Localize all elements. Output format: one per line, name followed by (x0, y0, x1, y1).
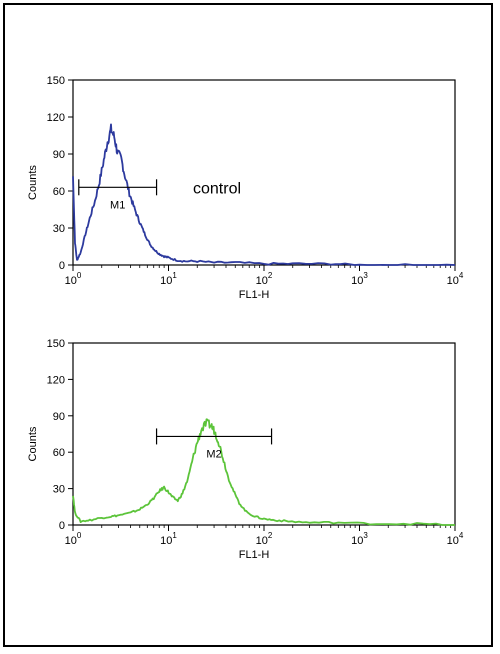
y-tick-label: 30 (53, 484, 65, 496)
histogram-series-1 (72, 123, 456, 266)
y-tick-label: 120 (47, 112, 65, 124)
gate-label: M1 (110, 199, 125, 211)
y-tick-label: 60 (53, 186, 65, 198)
plot-area (72, 342, 456, 526)
y-axis-label: Counts (27, 165, 39, 200)
y-tick-label: 30 (53, 223, 65, 235)
y-tick-label: 150 (47, 338, 65, 350)
x-axis-label: FL1-H (239, 549, 270, 561)
x-tick-label: 103 (351, 531, 368, 547)
y-tick-label: 90 (53, 411, 65, 423)
y-tick-label: 0 (59, 260, 65, 272)
y-tick-label: 60 (53, 447, 65, 459)
x-tick-label: 101 (160, 531, 177, 547)
histogram-panel-1: 0 30 60 90 120 150 100 101 102 103 104 FL1-H Counts M… (27, 75, 464, 301)
annotation-control: control (193, 180, 241, 197)
x-tick-label: 104 (447, 531, 464, 547)
y-tick-label: 120 (47, 374, 65, 386)
y-tick-label: 0 (59, 520, 65, 532)
y-tick-label: 150 (47, 75, 65, 87)
y-tick-label: 90 (53, 149, 65, 161)
y-axis-label: Counts (27, 426, 39, 461)
gate-label: M2 (206, 448, 221, 460)
gate-marker: M2 (155, 428, 273, 460)
x-tick-label: 102 (256, 271, 273, 287)
figure-frame (3, 3, 493, 647)
histogram-panel-2: 0 30 60 90 120 150 100 101 102 103 104 FL1-H Counts M… (27, 338, 464, 561)
plot-area (72, 79, 456, 266)
x-tick-label: 100 (65, 531, 82, 547)
x-tick-label: 100 (65, 271, 82, 287)
gate-marker: M1 (78, 179, 158, 211)
histogram-series-1 (72, 418, 455, 526)
x-tick-label: 104 (447, 271, 464, 287)
x-axis-label: FL1-H (239, 289, 270, 301)
x-tick-label: 101 (160, 271, 177, 287)
x-tick-label: 103 (351, 271, 368, 287)
x-tick-label: 102 (256, 531, 273, 547)
